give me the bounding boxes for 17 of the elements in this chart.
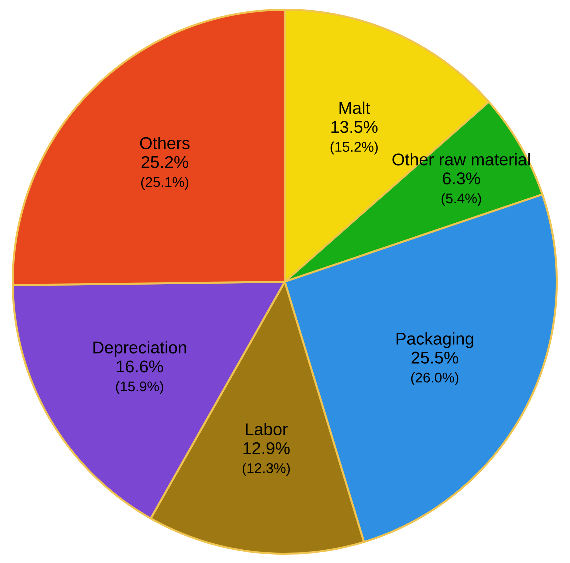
slice-label: Packaging <box>396 332 474 348</box>
text: (5.4%) <box>442 193 482 206</box>
text: (25.1%) <box>141 177 189 190</box>
text: (12.3%) <box>242 463 290 476</box>
text: (26.0%) <box>411 372 459 386</box>
slice-label: Labor <box>246 423 288 436</box>
text: (15.9%) <box>116 381 164 394</box>
text: (15.2%) <box>330 142 378 155</box>
data-label: 6.3% <box>443 172 480 185</box>
data-label: 25.2% <box>142 156 188 168</box>
slice-label: Depreciation <box>94 341 186 358</box>
slice-label: Others <box>140 136 190 150</box>
data-label: 13.5% <box>332 121 378 134</box>
data-label: 25.5% <box>412 352 458 364</box>
slice-label: Malt <box>340 102 370 114</box>
data-label: 12.9% <box>244 442 290 454</box>
data-label: 16.6% <box>117 360 164 373</box>
